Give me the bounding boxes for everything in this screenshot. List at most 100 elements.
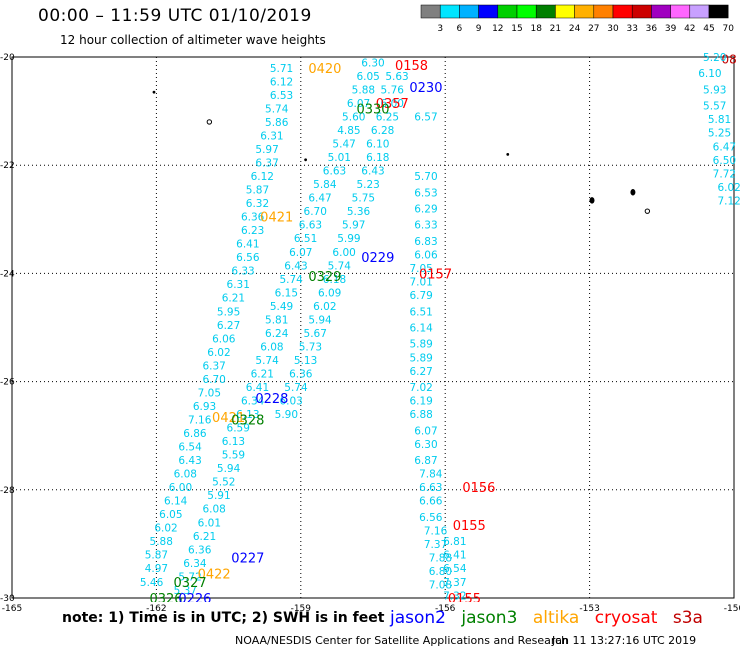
wave-height-value: 5.36: [347, 206, 371, 218]
island-marker: [630, 189, 636, 196]
wave-height-value: 5.57: [703, 101, 726, 113]
wave-height-value: 6.41: [236, 239, 259, 251]
pass-time-label: 0157: [419, 267, 452, 282]
wave-height-value: 6.08: [174, 469, 197, 481]
wave-height-value: 5.23: [356, 179, 379, 191]
wave-height-value: 5.89: [409, 339, 432, 351]
wave-height-value: 6.24: [265, 328, 289, 340]
y-tick-label: -20: [0, 53, 15, 63]
wave-height-value: 6.83: [414, 236, 437, 248]
wave-height-value: 6.70: [304, 206, 327, 218]
y-tick-label: -22: [0, 161, 15, 171]
wave-height-value: 5.97: [255, 144, 278, 156]
pass-time-label: 0155: [448, 592, 481, 607]
wave-height-value: 6.23: [241, 225, 264, 237]
wave-height-value: 5.72: [178, 571, 201, 583]
wave-height-value: 5.81: [708, 114, 731, 126]
wave-height-value: 7.37: [424, 539, 447, 551]
wave-height-value: 6.56: [236, 252, 260, 264]
wave-height-value: 5.94: [217, 463, 241, 475]
wave-height-value: 5.70: [414, 171, 437, 183]
wave-height-value: 5.71: [270, 63, 293, 75]
x-tick-label: -153: [579, 604, 599, 614]
wave-height-value: 5.47: [332, 139, 355, 151]
pass-time-label: 0158: [395, 59, 428, 74]
wave-height-value: 6.05: [159, 509, 182, 521]
wave-height-value: 6.18: [323, 274, 346, 286]
pass-time-label: 0326: [149, 592, 182, 607]
wave-height-value: 7.12: [717, 195, 740, 207]
wave-height-value: 7.72: [713, 168, 736, 180]
wave-height-value: 6.63: [299, 220, 322, 232]
wave-height-value: 5.87: [145, 550, 168, 562]
colorbar-label: 33: [626, 24, 637, 34]
wave-height-value: 6.12: [251, 171, 274, 183]
x-tick-label: -150: [724, 604, 740, 614]
wave-height-value: 6.24: [443, 601, 467, 613]
wave-height-value: 5.90: [275, 409, 298, 421]
satellite-legend: jason2 jason3 altika cryosat s3a: [390, 608, 713, 628]
wave-height-value: 6.02: [313, 301, 336, 313]
wave-height-value: 7.01: [409, 277, 432, 289]
wave-height-value: 6.25: [376, 112, 399, 124]
wave-height-value: 5.99: [337, 233, 360, 245]
wave-height-value: 6.01: [198, 517, 221, 529]
colorbar-label: 18: [530, 24, 542, 34]
wave-height-value: 6.32: [246, 198, 269, 210]
y-tick-label: -24: [0, 269, 15, 279]
wave-height-value: 7.84: [419, 469, 443, 481]
wave-height-value: 5.93: [703, 84, 726, 96]
wave-height-value: 6.41: [443, 550, 466, 562]
wave-height-value: 5.67: [304, 328, 327, 340]
wave-height-value: 6.88: [409, 409, 432, 421]
pass-time-label: 0328: [231, 413, 264, 428]
wave-height-value: 6.59: [227, 423, 250, 435]
wave-height-value: 6.66: [419, 496, 443, 508]
wave-height-value: 6.02: [717, 182, 740, 194]
wave-height-value: 6.93: [193, 401, 216, 413]
wave-height-value: 7.05: [409, 263, 432, 275]
y-tick-label: -26: [0, 378, 15, 388]
wave-height-value: 4.97: [145, 563, 168, 575]
colorbar-label: 70: [722, 24, 734, 34]
wave-height-value: 6.50: [713, 155, 736, 167]
pass-time-label: 0229: [361, 251, 394, 266]
wave-height-value: 6.36: [241, 212, 265, 224]
wave-height-value: 7.05: [198, 387, 221, 399]
wave-height-value: 6.21: [193, 531, 216, 543]
wave-height-value: 7.08: [429, 579, 452, 591]
wave-height-value: 6.54: [443, 563, 467, 575]
chart-subtitle: 12 hour collection of altimeter wave hei…: [60, 33, 326, 47]
pass-time-label: 0156: [462, 481, 495, 496]
wave-height-value: 5.74: [279, 274, 303, 286]
wave-height-value: 5.97: [342, 220, 365, 232]
wave-height-value: 6.30: [361, 57, 384, 69]
chart-title: 00:00 – 11:59 UTC 01/10/2019: [38, 6, 312, 26]
wave-height-value: 5.84: [313, 179, 337, 191]
wave-height-value: 6.36: [289, 368, 313, 380]
wave-height-value: 6.07: [347, 98, 370, 110]
wave-height-value: 6.08: [260, 341, 283, 353]
wave-height-value: 6.00: [381, 98, 404, 110]
wave-height-value: 5.74: [284, 382, 308, 394]
wave-height-value: 7.16: [424, 525, 448, 537]
wave-height-value: 6.18: [366, 152, 389, 164]
wave-height-value: 6.00: [169, 482, 192, 494]
pass-time-label: 0226: [178, 592, 211, 607]
wave-height-value: 6.05: [356, 71, 379, 83]
wave-height-value: 6.21: [251, 368, 274, 380]
wave-height-value: 5.59: [222, 450, 245, 462]
island-marker: [152, 90, 156, 94]
wave-height-value: 6.80: [429, 566, 452, 578]
plot-frame: [11, 56, 735, 599]
pass-time-label: 0327: [174, 576, 207, 591]
wave-height-value: 6.43: [361, 166, 384, 178]
legend-jason3: jason3: [461, 608, 518, 628]
pass-time-label: 0228: [255, 392, 288, 407]
island-marker: [206, 119, 213, 125]
wave-height-value: 6.34: [241, 396, 265, 408]
wave-height-value: 6.34: [183, 558, 207, 570]
wave-height-value: 6.13: [222, 436, 245, 448]
colorbar-label: 39: [665, 24, 677, 34]
wave-height-value: 6.02: [154, 523, 177, 535]
